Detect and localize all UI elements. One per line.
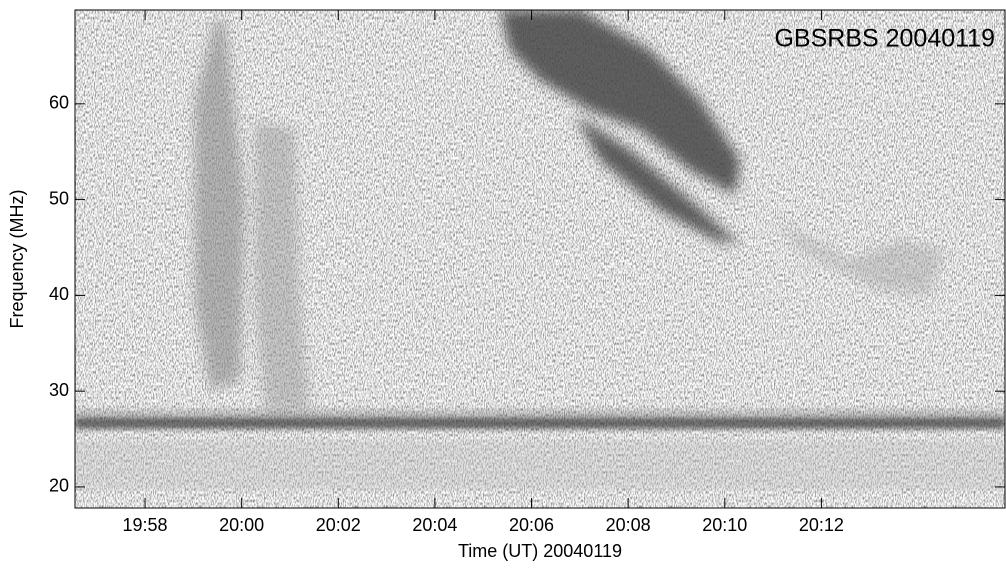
x-axis-label: Time (UT) 20040119 xyxy=(458,541,622,561)
x-tick-label: 20:02 xyxy=(316,515,361,535)
y-tick-label: 20 xyxy=(49,476,69,496)
x-tick-label: 19:58 xyxy=(123,515,168,535)
plot-frame xyxy=(74,9,1006,509)
x-tick-label: 20:04 xyxy=(412,515,457,535)
y-axis-label: Frequency (MHz) xyxy=(7,189,27,328)
y-tick-label: 50 xyxy=(49,188,69,208)
y-tick-label: 60 xyxy=(49,93,69,113)
y-tick-label: 30 xyxy=(49,380,69,400)
x-tick-label: 20:00 xyxy=(219,515,264,535)
x-tick-label: 20:12 xyxy=(799,515,844,535)
y-tick-label: 40 xyxy=(49,284,69,304)
x-tick-label: 20:06 xyxy=(509,515,554,535)
chart-label: GBSRBS 20040119 xyxy=(774,25,995,53)
spectrogram-image xyxy=(75,10,1005,508)
x-tick-label: 20:08 xyxy=(606,515,651,535)
x-tick-label: 20:10 xyxy=(702,515,747,535)
